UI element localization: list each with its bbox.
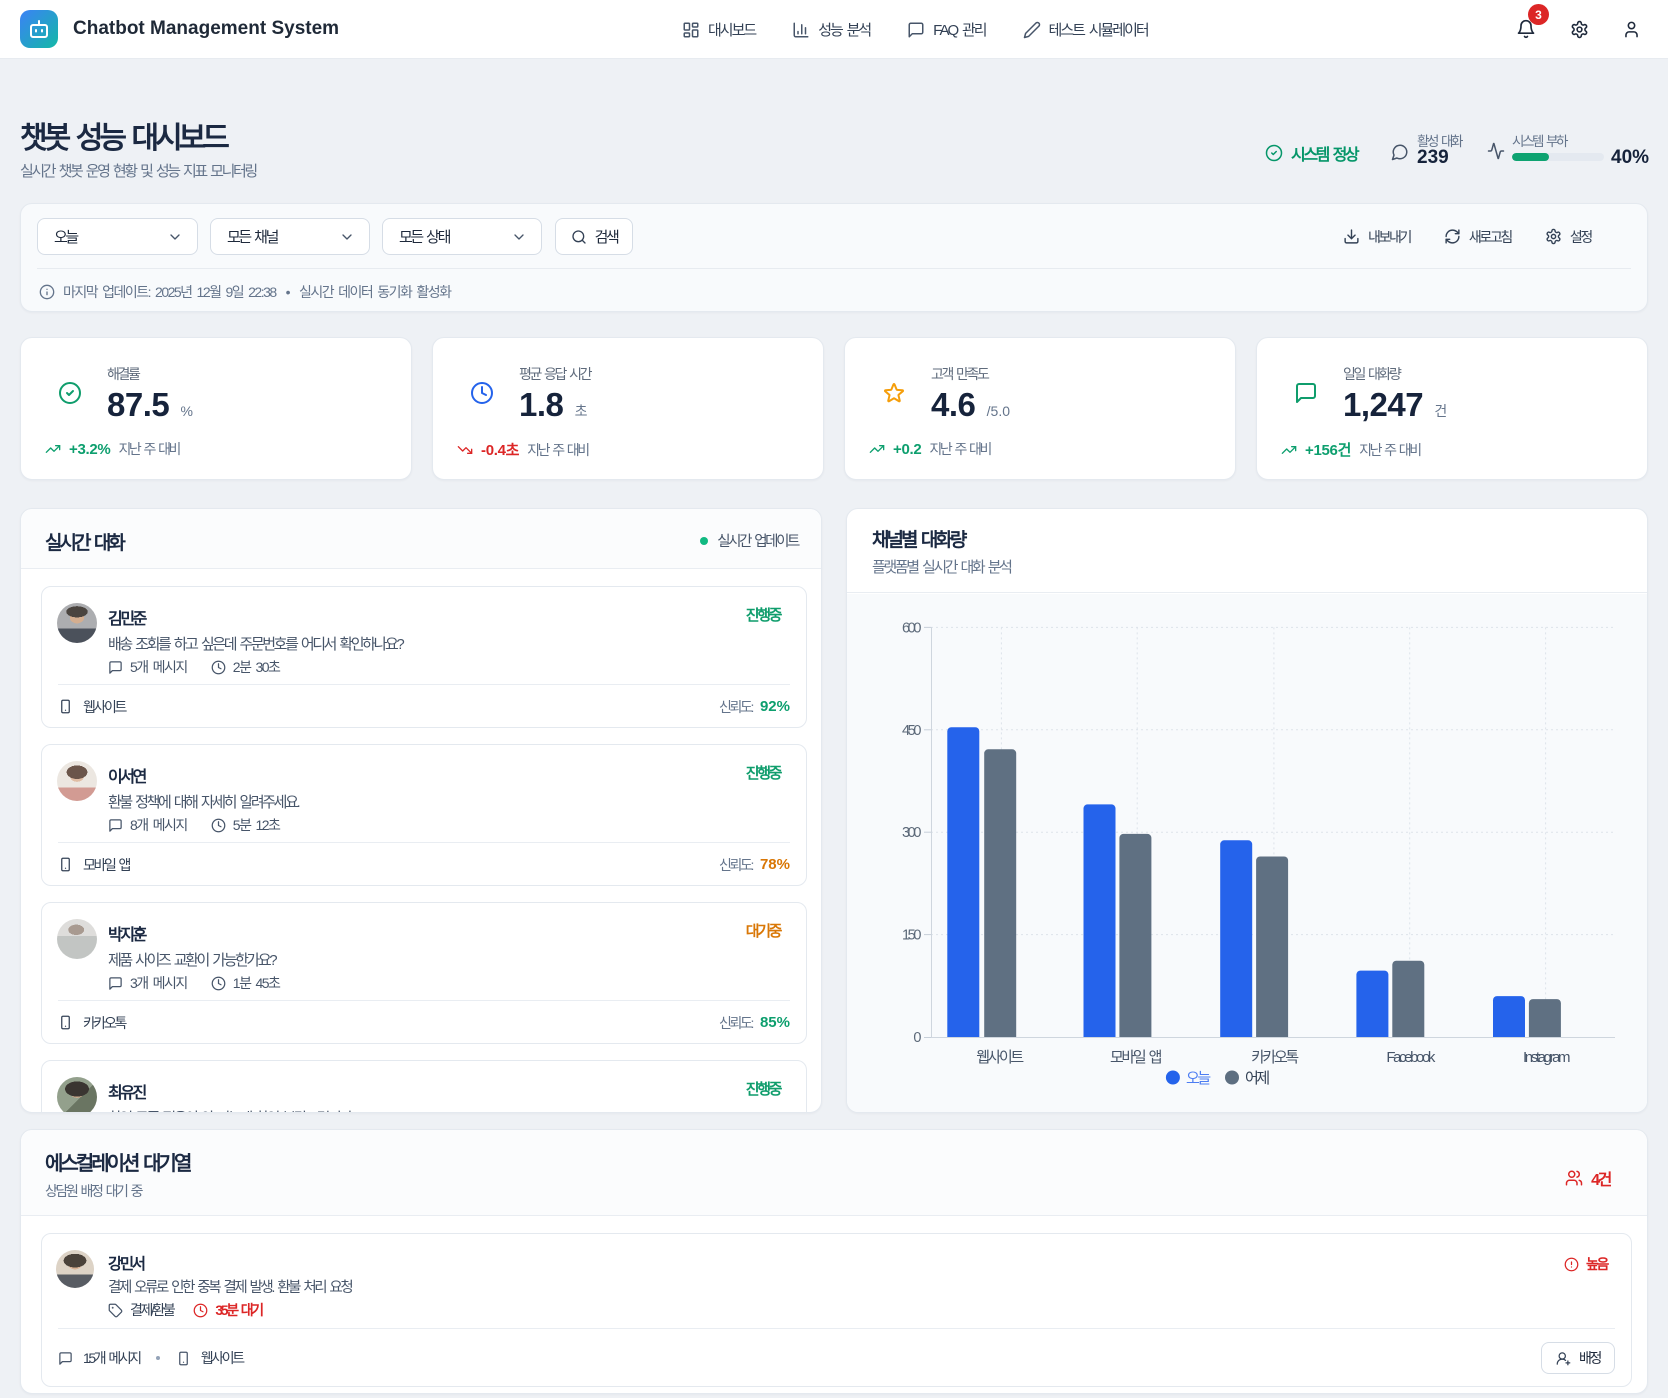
svg-text:0: 0 bbox=[913, 1030, 921, 1046]
svg-text:450: 450 bbox=[902, 723, 921, 739]
svg-text:웹사이트: 웹사이트 bbox=[976, 1049, 1024, 1066]
svg-text:어제: 어제 bbox=[1245, 1070, 1269, 1087]
svg-text:Facebook: Facebook bbox=[1386, 1049, 1436, 1066]
svg-text:300: 300 bbox=[902, 825, 921, 841]
svg-text:150: 150 bbox=[902, 928, 921, 944]
svg-text:모바일 앱: 모바일 앱 bbox=[1110, 1049, 1162, 1066]
svg-text:600: 600 bbox=[902, 620, 921, 636]
svg-text:Instagram: Instagram bbox=[1523, 1049, 1570, 1066]
svg-text:카카오톡: 카카오톡 bbox=[1251, 1049, 1298, 1066]
svg-text:오늘: 오늘 bbox=[1186, 1070, 1211, 1087]
